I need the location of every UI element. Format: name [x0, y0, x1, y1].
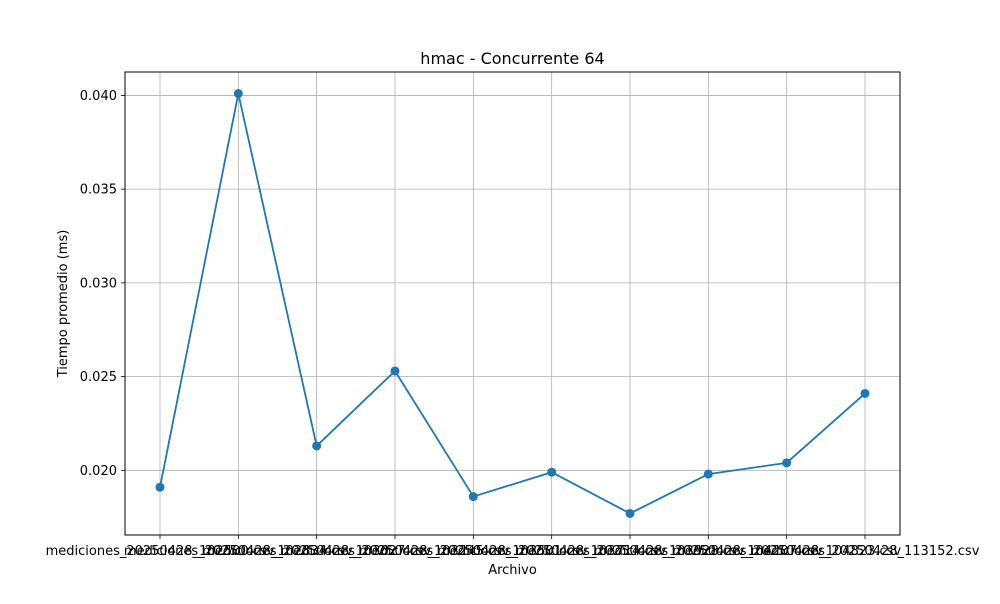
data-point — [547, 467, 557, 477]
data-point — [312, 441, 322, 451]
x-tick-label: mediciones_20250428_104823.csv — [672, 544, 901, 559]
y-tick-label: 0.035 — [80, 183, 117, 198]
y-tick-label: 0.020 — [80, 464, 117, 479]
x-tick-label: mediciones_20250428_103928.csv — [516, 544, 745, 559]
x-tick-label: mediciones_20250428_102834.csv — [124, 544, 353, 559]
series-line — [159, 92, 866, 515]
data-point — [155, 482, 165, 492]
data-point — [625, 508, 635, 518]
data-point — [390, 366, 400, 376]
x-tick-label: mediciones_20250428_103245.csv — [281, 544, 510, 559]
data-point — [860, 388, 870, 398]
x-tick-label: mediciones_20250428_102500.csv — [46, 544, 275, 559]
data-point — [703, 469, 713, 479]
data-point — [233, 89, 243, 99]
x-tick-label: mediciones_20250428_113152.csv — [751, 544, 980, 559]
x-tick-label: mediciones_20250428_104207.csv — [594, 544, 823, 559]
y-tick-label: 0.025 — [80, 370, 117, 385]
x-axis-label: Archivo — [488, 563, 537, 578]
data-point — [782, 458, 792, 468]
y-tick-label: 0.040 — [80, 89, 117, 104]
y-tick-label: 0.030 — [80, 276, 117, 291]
chart-title: hmac - Concurrente 64 — [420, 49, 604, 68]
y-axis-label: Tiempo promedio (ms) — [56, 230, 71, 379]
plot-frame — [124, 71, 901, 536]
data-point — [468, 492, 478, 502]
x-tick-label: mediciones_20250428_103027.csv — [202, 544, 431, 559]
x-tick-label: mediciones_20250428_103714.csv — [437, 544, 666, 559]
x-tick-label: mediciones_20250428_103501.csv — [359, 544, 588, 559]
